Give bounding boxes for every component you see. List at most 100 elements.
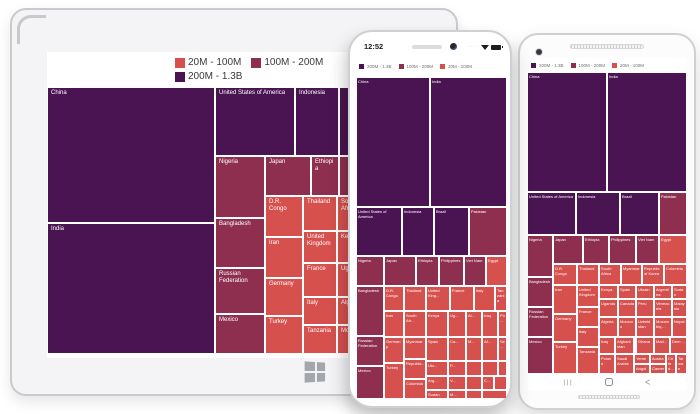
treemap-cell-indonesia[interactable]: Indonesia — [577, 193, 619, 234]
treemap-cell-spain[interactable]: Spain — [619, 286, 635, 298]
treemap-cell-india[interactable]: India — [608, 73, 686, 191]
treemap-cell-argentina[interactable]: Argentina — [655, 286, 671, 298]
treemap-cell-japan[interactable]: Japan — [385, 257, 415, 285]
treemap-cell-nigeria[interactable]: Nigeria — [216, 157, 264, 217]
treemap-cell-m[interactable]: M... — [449, 391, 465, 398]
treemap-cell-japan[interactable]: Japan — [266, 157, 310, 195]
treemap-cell-ug[interactable]: Ug... — [449, 312, 465, 336]
treemap-cell-myanmar[interactable]: Myanmar — [622, 265, 641, 284]
treemap-cell-ghana[interactable]: Ghana — [637, 338, 653, 353]
treemap-cell-algeria[interactable]: Algeria — [600, 318, 617, 336]
treemap-cell-ethiopia[interactable]: Ethiopia — [312, 157, 338, 195]
treemap-cell-c-te-d[interactable]: Côte d... — [667, 355, 675, 373]
treemap-cell-south-afr[interactable]: South Afr... — [405, 312, 425, 336]
treemap-cell-indonesia[interactable]: Indonesia — [403, 208, 433, 255]
treemap-cell-france[interactable]: France — [578, 308, 598, 326]
treemap-cell-viet-nam[interactable]: Viet Nam — [637, 236, 658, 263]
treemap-cell-germany[interactable]: Germany — [266, 279, 302, 315]
treemap-cell-australia[interactable]: Australia — [651, 355, 665, 363]
treemap-cell-russian-federation[interactable]: Russian Federation — [216, 269, 264, 313]
treemap-cell-nigeria[interactable]: Nigeria — [528, 236, 552, 276]
treemap-cell-spain[interactable]: Spain — [427, 338, 447, 360]
treemap-cell-pakistan[interactable]: Pakistan — [470, 208, 506, 255]
treemap-cell-united-kingdom[interactable]: United Kingdom — [304, 232, 336, 262]
treemap-cell[interactable] — [467, 391, 481, 398]
treemap-cell-egypt[interactable]: Egypt — [487, 257, 506, 285]
treemap-cell-france[interactable]: France — [451, 287, 473, 310]
treemap-cell[interactable] — [467, 362, 481, 375]
treemap-cell-china[interactable]: China — [528, 73, 606, 191]
treemap-cell-bangladesh[interactable]: Bangladesh — [528, 278, 552, 306]
treemap-cell-republic-of-korea[interactable]: Republic of Korea — [643, 265, 663, 284]
treemap-cell-tanzania[interactable]: Tanzania — [304, 326, 336, 353]
treemap-cell[interactable] — [499, 362, 506, 375]
treemap-cell-arg[interactable]: Arg... — [427, 377, 447, 389]
treemap-cell-kenya[interactable]: Kenya — [600, 286, 617, 298]
treemap-cell-m[interactable]: M... — [467, 338, 481, 360]
treemap-cell-turkey[interactable]: Turkey — [266, 317, 302, 353]
treemap-cell-japan[interactable]: Japan — [554, 236, 582, 263]
treemap-cell-italy[interactable]: Italy — [578, 328, 598, 346]
treemap-cell-philippines[interactable]: Philippines — [440, 257, 463, 285]
treemap-cell-v[interactable]: V... — [449, 377, 465, 389]
treemap-cell-venezuela[interactable]: Venezuela — [655, 300, 671, 316]
treemap-cell-mexico[interactable]: Mexico — [216, 315, 264, 353]
treemap-cell-sudan[interactable]: Sudan — [427, 391, 447, 398]
treemap-cell-sudan[interactable]: Sudan — [673, 286, 686, 298]
treemap-cell-d-r-congo[interactable]: D.R. Congo — [385, 287, 403, 310]
treemap-cell[interactable] — [483, 391, 506, 398]
treemap-cell-colombia[interactable]: Colombia — [405, 380, 425, 398]
treemap-cell-united-states-of-america[interactable]: United States of America — [528, 193, 575, 234]
treemap-cell-canada[interactable]: Canada — [619, 300, 635, 316]
treemap-cell-nigeria[interactable]: Nigeria — [357, 257, 383, 285]
treemap-cell-poland[interactable]: Poland — [600, 355, 614, 373]
treemap-cell-china[interactable]: China — [357, 78, 429, 206]
treemap-cell-ethiopia[interactable]: Ethiopia — [417, 257, 438, 285]
treemap-cell-af[interactable]: Af... — [483, 338, 497, 360]
recents-icon[interactable]: ||| — [563, 378, 574, 386]
treemap-cell-turkey[interactable]: Turkey — [554, 343, 576, 373]
treemap-cell-united-states-of-america[interactable]: United States of America — [216, 88, 294, 155]
treemap-cell-myanmar[interactable]: Myanmar — [405, 338, 425, 358]
treemap-cell-iran[interactable]: Iran — [266, 238, 302, 277]
treemap-cell-united-king[interactable]: United King... — [427, 287, 449, 310]
treemap-cell-thailand[interactable]: Thailand — [304, 197, 336, 230]
treemap-cell-united-kingdom[interactable]: United Kingdom — [578, 286, 598, 306]
treemap-cell-russian-federation[interactable]: Russian Federation — [528, 308, 552, 336]
treemap-cell-uzbekistan[interactable]: Uzbekistan — [637, 318, 653, 336]
treemap-cell-germany[interactable]: Germany — [385, 338, 403, 362]
treemap-cell-p[interactable]: P... — [449, 362, 465, 375]
treemap-cell-nepal[interactable]: Nepal — [673, 318, 686, 336]
treemap-cell-brazil[interactable]: Brazil — [621, 193, 658, 234]
treemap-cell-mexico[interactable]: Mexico — [528, 338, 552, 373]
treemap-cell-colombia[interactable]: Colombia — [665, 265, 686, 284]
treemap-cell-tanzania[interactable]: Tanzania — [578, 348, 598, 373]
treemap-cell-viet-nam[interactable]: Viet Nam — [465, 257, 485, 285]
treemap-cell-cameroon[interactable]: Cameroon — [651, 365, 665, 373]
treemap-cell-po[interactable]: Po... — [499, 312, 506, 336]
treemap-cell-ca[interactable]: Ca... — [449, 338, 465, 360]
treemap-cell-al[interactable]: Al... — [467, 312, 481, 336]
treemap-cell-d-r-congo[interactable]: D.R. Congo — [554, 265, 576, 284]
treemap-cell[interactable] — [495, 377, 506, 389]
treemap-cell-south-africa[interactable]: South Africa — [600, 265, 620, 284]
treemap-cell-thailand[interactable]: Thailand — [578, 265, 598, 284]
treemap-cell-bangladesh[interactable]: Bangladesh — [216, 219, 264, 267]
treemap-cell-france[interactable]: France — [304, 264, 336, 296]
treemap-cell-malaysia[interactable]: Malaysia — [673, 300, 686, 316]
treemap-cell-india[interactable]: India — [48, 224, 214, 353]
treemap-cell-d-r-congo[interactable]: D.R. Congo — [266, 197, 302, 236]
back-icon[interactable]: < — [645, 375, 651, 388]
treemap-cell-china[interactable]: China — [48, 88, 214, 222]
treemap-cell-saudi-arabia[interactable]: Saudi Arabia — [616, 355, 633, 373]
treemap-cell-brazil[interactable]: Brazil — [435, 208, 468, 255]
treemap-cell-iran[interactable]: Iran — [554, 286, 576, 313]
treemap-cell-uganda[interactable]: Uganda — [600, 300, 617, 316]
treemap-cell-mexico[interactable]: Mexico — [357, 367, 383, 398]
treemap-cell-c[interactable]: C... — [483, 377, 493, 389]
treemap-cell-angola[interactable]: Angola — [635, 365, 649, 373]
treemap-cell-bangladesh[interactable]: Bangladesh — [357, 287, 383, 335]
treemap-cell-iran[interactable]: Iran — [385, 312, 403, 336]
treemap-cell[interactable] — [483, 362, 497, 375]
treemap-cell-ukrain[interactable]: Ukrain — [637, 286, 653, 298]
